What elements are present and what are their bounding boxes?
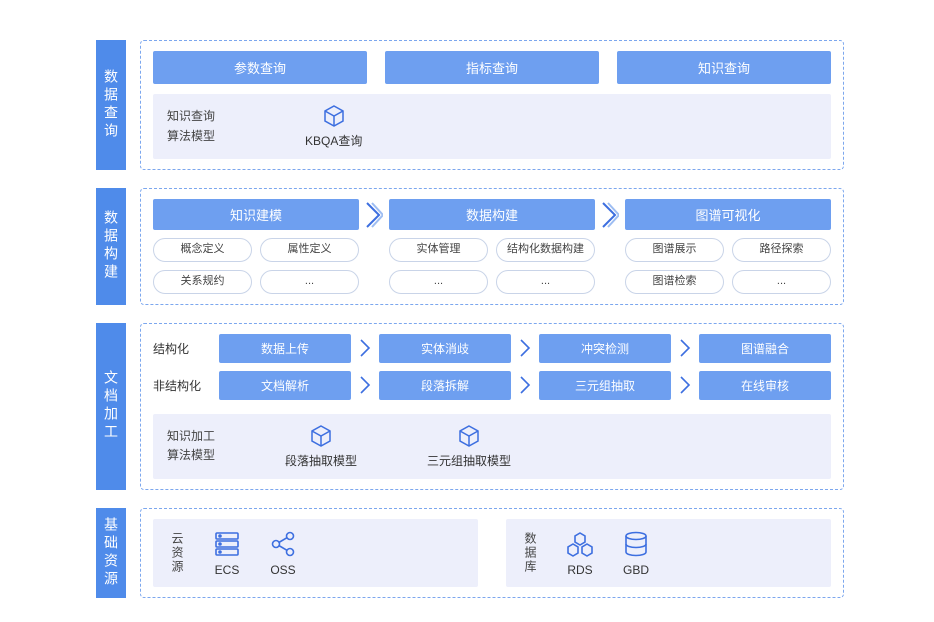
process-row-0: 结构化 数据上传 实体消歧 冲突检测 图谱融合 [153, 334, 831, 363]
layer-query: 数据查询 参数查询 指标查询 知识查询 知识查询 算法模型 KBQA查询 [140, 40, 844, 170]
chevron-icon [365, 201, 383, 229]
layer-label-query: 数据查询 [96, 40, 126, 170]
database-icon [621, 529, 651, 559]
layer-build: 数据构建 知识建模 概念定义 属性定义 关系规约 ... 数据构建 实体管理 结… [140, 188, 844, 305]
layer-label-build: 数据构建 [96, 188, 126, 305]
query-header-1: 指标查询 [385, 51, 599, 84]
build-col-1: 数据构建 实体管理 结构化数据构建 ... ... [389, 199, 595, 294]
server-icon [212, 529, 242, 559]
process-grid: 结构化 数据上传 实体消歧 冲突检测 图谱融合 非结构化 文档解析 段落拆解 三… [153, 334, 831, 479]
process-row-label-1: 非结构化 [153, 377, 211, 394]
resource-group-1: 数据库 RDS GBD [506, 519, 831, 587]
process-model-item-0: 段落抽取模型 [285, 424, 357, 469]
pill: 图谱检索 [625, 270, 724, 294]
pill: 路径探索 [732, 238, 831, 262]
query-model-box: 知识查询 算法模型 KBQA查询 [153, 94, 831, 159]
pill: ... [260, 270, 359, 294]
query-header-0: 参数查询 [153, 51, 367, 84]
resource-item-gbd-label: GBD [623, 563, 649, 577]
resource-item-gbd: GBD [621, 529, 651, 577]
chevron-icon [519, 375, 531, 395]
process-model-label-1: 知识加工 [167, 429, 215, 443]
query-header-2: 知识查询 [617, 51, 831, 84]
process-step: 在线审核 [699, 371, 831, 400]
chevron-icon [519, 338, 531, 358]
build-col2-row1: 图谱展示 路径探索 [625, 238, 831, 262]
pill: 关系规约 [153, 270, 252, 294]
build-col2-row2: 图谱检索 ... [625, 270, 831, 294]
process-row-label-0: 结构化 [153, 340, 211, 357]
process-step: 图谱融合 [699, 334, 831, 363]
pill: 结构化数据构建 [496, 238, 595, 262]
build-col1-row2: ... ... [389, 270, 595, 294]
layer-body-resource: 云资源 ECS OSS 数据库 [140, 508, 844, 598]
resource-item-ecs: ECS [212, 529, 242, 577]
chevron-icon [601, 201, 619, 229]
process-step: 实体消歧 [379, 334, 511, 363]
pill: 属性定义 [260, 238, 359, 262]
chevron-icon [679, 338, 691, 358]
process-step: 段落拆解 [379, 371, 511, 400]
chevron-icon [679, 375, 691, 395]
build-col0-row1: 概念定义 属性定义 [153, 238, 359, 262]
cube-icon [322, 104, 346, 128]
resource-item-rds: RDS [565, 529, 595, 577]
layer-resource: 基础资源 云资源 ECS OSS [140, 508, 844, 598]
resource-group-0: 云资源 ECS OSS [153, 519, 478, 587]
process-model-label-2: 算法模型 [167, 448, 215, 462]
resource-item-rds-label: RDS [567, 563, 592, 577]
process-model-item-1-label: 三元组抽取模型 [427, 452, 511, 469]
resource-item-oss: OSS [268, 529, 298, 577]
resource-side-label-1: 数据库 [522, 532, 539, 574]
resource-item-oss-label: OSS [270, 563, 295, 577]
pill: 概念定义 [153, 238, 252, 262]
layer-body-query: 参数查询 指标查询 知识查询 知识查询 算法模型 KBQA查询 [140, 40, 844, 170]
pill: ... [389, 270, 488, 294]
process-step: 文档解析 [219, 371, 351, 400]
process-step: 三元组抽取 [539, 371, 671, 400]
cluster-icon [565, 529, 595, 559]
cube-icon [309, 424, 333, 448]
pill: ... [496, 270, 595, 294]
layer-label-process: 文档加工 [96, 323, 126, 490]
chevron-icon [359, 338, 371, 358]
pill: ... [732, 270, 831, 294]
build-header-1: 数据构建 [389, 199, 595, 230]
build-header-2: 图谱可视化 [625, 199, 831, 230]
layer-process: 文档加工 结构化 数据上传 实体消歧 冲突检测 图谱融合 非结构化 文档解析 段… [140, 323, 844, 490]
process-model-box: 知识加工 算法模型 段落抽取模型 三元组抽取模型 [153, 414, 831, 479]
layer-body-build: 知识建模 概念定义 属性定义 关系规约 ... 数据构建 实体管理 结构化数据构… [140, 188, 844, 305]
pill: 图谱展示 [625, 238, 724, 262]
cube-icon [457, 424, 481, 448]
resource-item-ecs-label: ECS [215, 563, 240, 577]
build-row: 知识建模 概念定义 属性定义 关系规约 ... 数据构建 实体管理 结构化数据构… [153, 199, 831, 294]
process-step: 数据上传 [219, 334, 351, 363]
query-model-label-1: 知识查询 [167, 109, 215, 123]
build-col0-row2: 关系规约 ... [153, 270, 359, 294]
process-model-item-1: 三元组抽取模型 [427, 424, 511, 469]
resource-side-label-0: 云资源 [169, 532, 186, 574]
query-model-label-2: 算法模型 [167, 129, 215, 143]
process-model-item-0-label: 段落抽取模型 [285, 452, 357, 469]
build-col-0: 知识建模 概念定义 属性定义 关系规约 ... [153, 199, 359, 294]
layer-label-resource: 基础资源 [96, 508, 126, 598]
process-step: 冲突检测 [539, 334, 671, 363]
query-model-side-label: 知识查询 算法模型 [167, 107, 215, 145]
query-headers-row: 参数查询 指标查询 知识查询 [153, 51, 831, 84]
pill: 实体管理 [389, 238, 488, 262]
share-icon [268, 529, 298, 559]
layer-body-process: 结构化 数据上传 实体消歧 冲突检测 图谱融合 非结构化 文档解析 段落拆解 三… [140, 323, 844, 490]
build-col-2: 图谱可视化 图谱展示 路径探索 图谱检索 ... [625, 199, 831, 294]
build-col1-row1: 实体管理 结构化数据构建 [389, 238, 595, 262]
resource-row: 云资源 ECS OSS 数据库 [153, 519, 831, 587]
process-model-side-label: 知识加工 算法模型 [167, 427, 215, 465]
process-row-1: 非结构化 文档解析 段落拆解 三元组抽取 在线审核 [153, 371, 831, 400]
query-model-item-0: KBQA查询 [305, 104, 362, 149]
build-header-0: 知识建模 [153, 199, 359, 230]
query-model-item-0-label: KBQA查询 [305, 132, 362, 149]
chevron-icon [359, 375, 371, 395]
